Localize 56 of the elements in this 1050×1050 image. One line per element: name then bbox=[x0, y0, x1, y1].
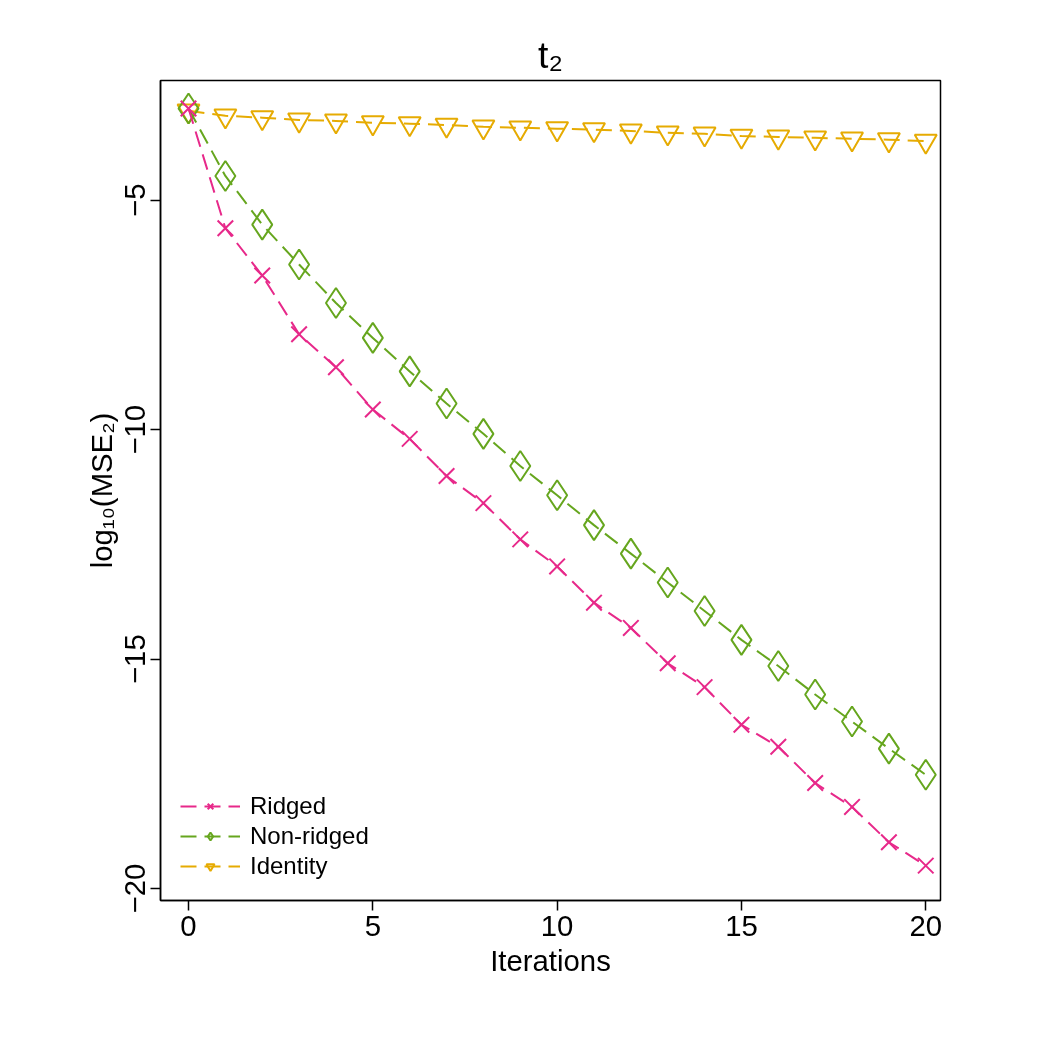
point bbox=[216, 219, 235, 238]
point bbox=[290, 325, 308, 344]
point bbox=[471, 119, 496, 141]
point bbox=[692, 126, 717, 148]
x-tick-label: 0 bbox=[180, 908, 197, 942]
point bbox=[250, 110, 275, 132]
point bbox=[913, 133, 938, 155]
point bbox=[287, 112, 312, 134]
point bbox=[803, 130, 828, 152]
point bbox=[545, 121, 570, 143]
y-tick-label: −15 bbox=[118, 634, 152, 685]
x-tick-label: 20 bbox=[909, 908, 943, 942]
point bbox=[655, 125, 680, 147]
point bbox=[618, 123, 643, 145]
x-tick-label: 15 bbox=[725, 908, 758, 942]
x-axis-title: Iterations bbox=[490, 943, 611, 977]
point bbox=[840, 131, 865, 153]
point bbox=[253, 266, 272, 285]
y-tick-label: −20 bbox=[118, 863, 152, 914]
point bbox=[729, 128, 754, 150]
y-tick-label: −5 bbox=[118, 183, 152, 217]
point bbox=[585, 593, 603, 612]
point bbox=[548, 557, 566, 576]
point bbox=[176, 103, 201, 125]
point bbox=[766, 129, 791, 151]
point bbox=[474, 494, 493, 512]
point bbox=[622, 619, 640, 637]
point bbox=[806, 774, 824, 792]
chart-title: t₂ bbox=[538, 33, 563, 76]
point bbox=[397, 116, 422, 138]
point bbox=[880, 833, 898, 851]
point bbox=[916, 856, 935, 875]
point bbox=[658, 654, 677, 673]
point bbox=[213, 108, 238, 130]
legend-label: Non-ridged bbox=[250, 822, 369, 850]
point bbox=[323, 113, 348, 135]
y-tick-label: −10 bbox=[118, 404, 152, 455]
y-axis-title: log₁₀(MSE₂) bbox=[84, 412, 118, 569]
point bbox=[876, 132, 901, 154]
point bbox=[400, 430, 419, 448]
point bbox=[843, 798, 861, 816]
point bbox=[360, 115, 385, 137]
point bbox=[434, 117, 459, 139]
point bbox=[732, 715, 751, 734]
point bbox=[364, 400, 382, 419]
x-tick-label: 10 bbox=[540, 908, 574, 942]
point bbox=[437, 467, 456, 485]
point bbox=[511, 530, 530, 549]
point bbox=[327, 358, 345, 377]
point bbox=[695, 678, 714, 696]
legend-label: Identity bbox=[250, 852, 328, 880]
point bbox=[769, 738, 788, 756]
point bbox=[508, 120, 533, 142]
legend-label: Ridged bbox=[250, 792, 327, 820]
x-tick-label: 5 bbox=[364, 908, 381, 942]
point bbox=[582, 122, 606, 144]
